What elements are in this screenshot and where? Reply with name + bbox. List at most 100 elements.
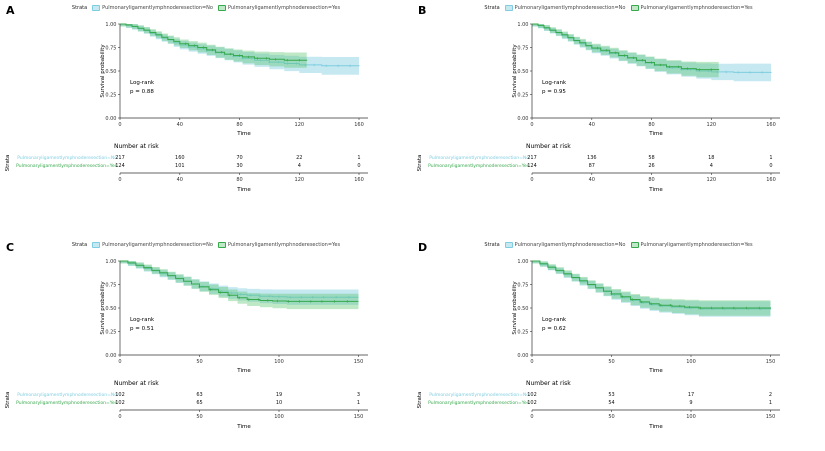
- risk-table-title: Number at risk: [526, 143, 571, 150]
- risk-count: 53: [608, 392, 614, 398]
- risk-row-label: Pulmonaryligamentlymphnoderesection=No: [17, 155, 117, 161]
- censor-mark-icon: [678, 304, 681, 308]
- censor-mark-icon: [277, 295, 281, 298]
- censor-mark-icon: [710, 306, 713, 310]
- risk-count: 3: [357, 392, 360, 398]
- censor-mark-icon: [198, 285, 201, 289]
- y-tick-label: 0.25: [105, 92, 116, 98]
- censor-mark-icon: [335, 296, 338, 299]
- legend-swatch-no-icon: [92, 5, 101, 11]
- logrank-label: Log-rank: [542, 317, 567, 323]
- censor-mark-icon: [238, 296, 241, 299]
- censor-mark-icon: [677, 65, 680, 68]
- risk-count: 26: [648, 163, 654, 169]
- legend-label-no: Pulmonaryligamentlymphnoderesection=No: [102, 5, 213, 11]
- risk-count: 65: [196, 400, 202, 406]
- logrank-label: Log-rank: [542, 80, 567, 86]
- y-tick-label: 0.75: [517, 282, 528, 288]
- censor-mark-icon: [211, 48, 214, 52]
- risk-x-tick-label: 50: [608, 414, 614, 420]
- y-axis-label: Survival probability: [512, 281, 518, 335]
- risk-x-tick-label: 160: [354, 177, 364, 183]
- censor-mark-icon: [288, 296, 292, 299]
- x-tick-label: 0: [530, 122, 533, 128]
- censor-mark-icon: [686, 67, 689, 70]
- risk-x-tick-label: 0: [118, 414, 121, 420]
- censor-mark-icon: [276, 299, 279, 303]
- risk-count: 87: [589, 163, 595, 169]
- censor-mark-icon: [286, 59, 289, 62]
- y-tick-label: 0.50: [105, 69, 116, 75]
- x-tick-label: 100: [686, 359, 696, 365]
- censor-mark-icon: [274, 58, 277, 61]
- y-tick-label: 1.00: [105, 259, 116, 265]
- x-tick-label: 150: [354, 359, 364, 365]
- censor-mark-icon: [241, 57, 244, 60]
- censor-mark-icon: [220, 289, 223, 293]
- censor-mark-icon: [258, 295, 262, 298]
- censor-mark-icon: [219, 291, 222, 294]
- censor-mark-icon: [322, 296, 325, 299]
- risk-count: 0: [769, 163, 772, 169]
- legend: Strata Pulmonaryligamentlymphnoderesecti…: [0, 239, 412, 251]
- risk-table-title: Number at risk: [114, 143, 159, 150]
- risk-count: 0: [357, 163, 360, 169]
- risk-count: 217: [115, 155, 125, 161]
- censor-mark-icon: [209, 288, 212, 291]
- y-tick-label: 0.75: [105, 282, 116, 288]
- censor-mark-icon: [732, 306, 736, 310]
- legend-label-yes: Pulmonaryligamentlymphnoderesection=Yes: [640, 242, 753, 248]
- risk-count: 102: [527, 400, 537, 406]
- y-axis-label: Survival probability: [512, 44, 518, 98]
- legend-title: Strata: [71, 5, 88, 11]
- legend-swatch-yes-icon: [218, 242, 226, 248]
- x-tick-label: 100: [274, 359, 284, 365]
- x-tick-label: 150: [766, 359, 776, 365]
- y-tick-label: 1.00: [517, 259, 528, 265]
- legend-swatch-yes-icon: [630, 5, 639, 11]
- risk-count: 1: [357, 400, 360, 406]
- panel-a: A Strata Pulmonaryligamentlymphnoderesec…: [0, 0, 412, 225]
- censor-mark-icon: [259, 59, 262, 62]
- legend-swatch-no-icon: [92, 242, 101, 248]
- censor-mark-icon: [640, 300, 643, 304]
- censor-mark-icon: [287, 300, 290, 303]
- x-tick-label: 40: [177, 122, 183, 128]
- censor-mark-icon: [257, 298, 260, 301]
- censor-mark-icon: [336, 64, 340, 67]
- censor-mark-icon: [623, 54, 626, 57]
- censor-mark-icon: [650, 302, 653, 305]
- censor-mark-icon: [346, 300, 349, 303]
- panel-letter: D: [418, 241, 428, 254]
- censor-mark-icon: [309, 300, 312, 303]
- p-value-text: p = 0.62: [542, 326, 566, 332]
- x-tick-label: 160: [354, 122, 364, 128]
- censor-mark-icon: [247, 55, 250, 59]
- censor-mark-icon: [710, 68, 713, 71]
- legend: Strata Pulmonaryligamentlymphnoderesecti…: [412, 239, 825, 251]
- strata-axis-label: Strata: [417, 155, 423, 172]
- censor-mark-icon: [631, 298, 634, 301]
- risk-count: 2: [769, 392, 772, 398]
- x-axis-label: Time: [236, 368, 251, 374]
- confidence-band: [532, 261, 771, 319]
- censor-mark-icon: [187, 45, 190, 49]
- x-axis-label: Time: [648, 368, 663, 374]
- x-tick-label: 120: [707, 122, 717, 128]
- censor-mark-icon: [699, 306, 702, 310]
- x-tick-label: 40: [589, 122, 595, 128]
- y-tick-label: 0.75: [517, 45, 528, 51]
- survival-curve: [532, 23, 720, 71]
- risk-count: 54: [608, 400, 614, 406]
- confidence-band: [120, 24, 307, 69]
- y-tick-label: 0.75: [105, 45, 116, 51]
- strata-axis-label: Strata: [5, 392, 11, 409]
- censor-mark-icon: [229, 52, 232, 56]
- risk-x-axis-label: Time: [648, 187, 663, 193]
- legend-title: Strata: [484, 5, 500, 11]
- x-tick-label: 80: [648, 122, 654, 128]
- risk-count: 136: [587, 155, 597, 161]
- risk-count: 18: [708, 155, 714, 161]
- censor-mark-icon: [193, 44, 196, 47]
- censor-mark-icon: [184, 42, 187, 45]
